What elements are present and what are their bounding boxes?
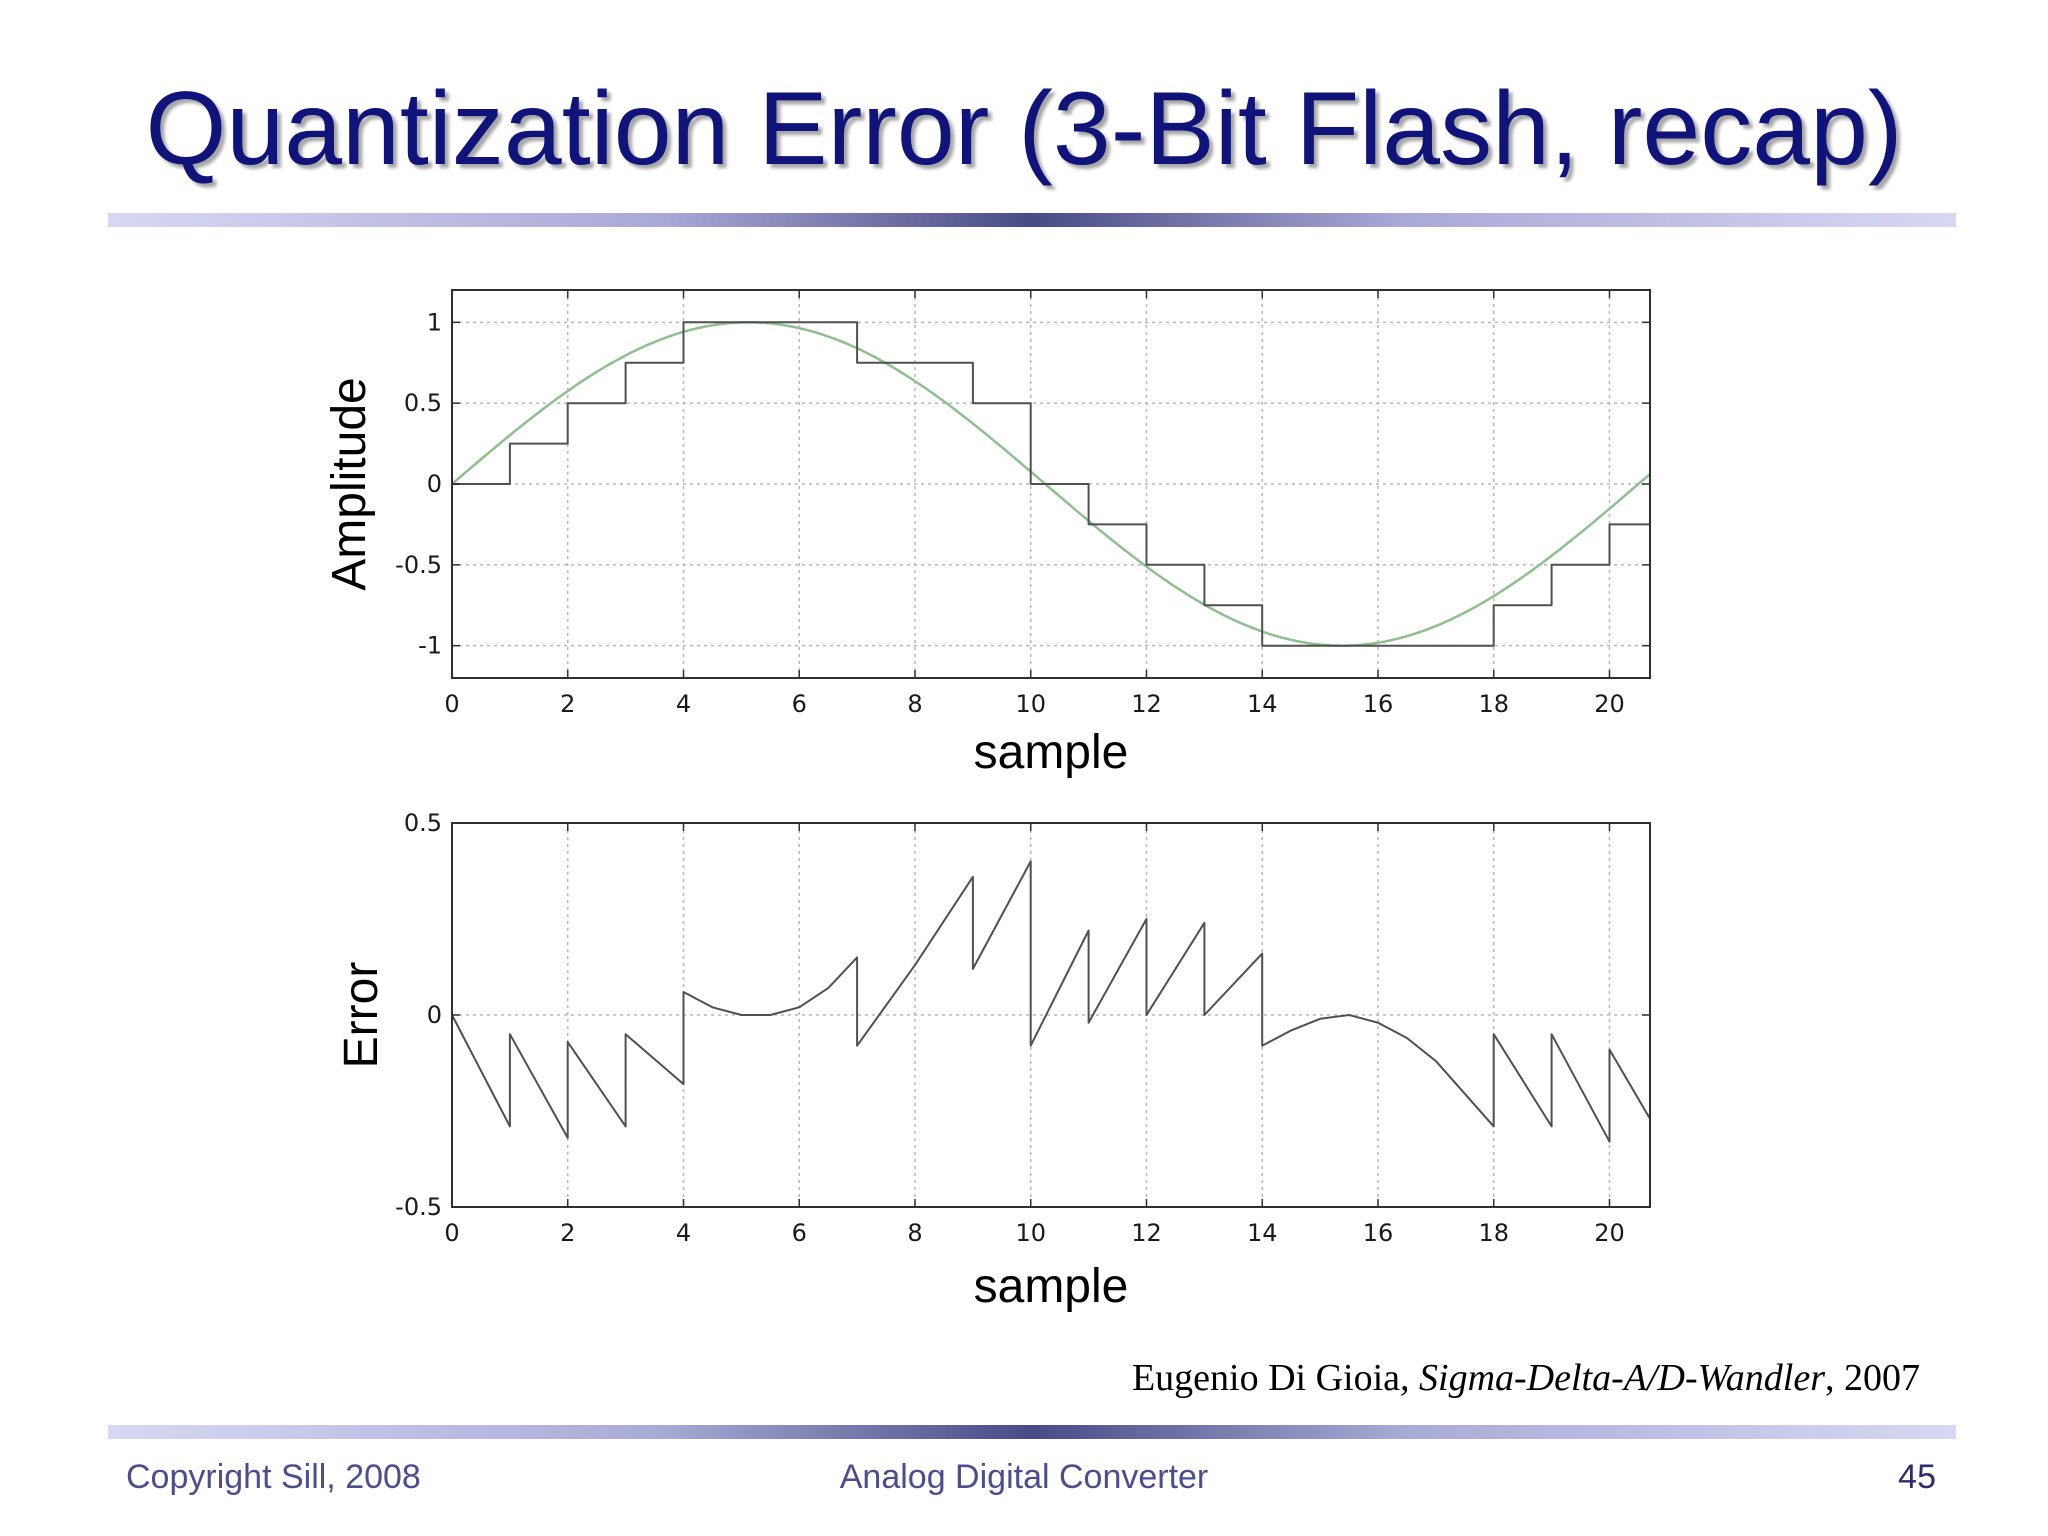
- y-tick-label: 1: [427, 308, 442, 336]
- y-tick-label: -0.5: [395, 1193, 442, 1221]
- citation: Eugenio Di Gioia, Sigma-Delta-A/D-Wandle…: [1132, 1356, 1920, 1400]
- footer-divider: [108, 1425, 1956, 1439]
- title-divider: [108, 213, 1956, 227]
- x-tick-label: 12: [1131, 1219, 1162, 1247]
- y-tick-label: 0.5: [404, 809, 442, 837]
- citation-year-sep: ,: [1825, 1357, 1844, 1399]
- x-tick-label: 16: [1363, 1219, 1394, 1247]
- plot-area: [452, 823, 1650, 1207]
- x-tick-label: 8: [907, 1219, 922, 1247]
- x-tick-label: 14: [1247, 1219, 1278, 1247]
- x-tick-label: 0: [444, 1219, 459, 1247]
- x-tick-label: 20: [1594, 690, 1625, 718]
- citation-work: Sigma-Delta-A/D-Wandler: [1419, 1357, 1825, 1399]
- citation-year: 2007: [1844, 1357, 1920, 1399]
- x-tick-label: 12: [1131, 690, 1162, 718]
- slide-title: Quantization Error (3-Bit Flash, recap): [145, 71, 1903, 187]
- quantized-series-line: [452, 321, 1650, 647]
- y-tick-label: -1: [418, 632, 442, 660]
- page-number: 45: [1898, 1458, 1936, 1496]
- x-tick-label: 20: [1594, 1219, 1625, 1247]
- x-tick-label: 6: [792, 690, 807, 718]
- x-tick-label: 10: [1015, 690, 1046, 718]
- y-tick-label: 0.5: [404, 389, 442, 417]
- y-tick-label: -0.5: [395, 551, 442, 579]
- x-tick-label: 18: [1478, 690, 1509, 718]
- x-tick-label: 2: [560, 1219, 575, 1247]
- x-tick-label: 6: [792, 1219, 807, 1247]
- y-tick-label: 0: [427, 470, 442, 498]
- amplitude-chart: 0 2 4 6 8 10 12 14 16 18 20 1 0.5 0 -0.5 -1 sample Amplit…: [323, 289, 1651, 779]
- y-tick-label: 0: [427, 1001, 442, 1029]
- error-series-line: [451, 860, 1651, 1143]
- x-tick-label: 18: [1478, 1219, 1509, 1247]
- x-tick-label: 0: [444, 690, 459, 718]
- x-tick-label: 10: [1015, 1219, 1046, 1247]
- x-axis-title: sample: [974, 726, 1129, 779]
- y-axis-title: Amplitude: [323, 377, 376, 590]
- citation-author: Eugenio Di Gioia: [1131, 1357, 1401, 1399]
- y-axis-title: Error: [335, 962, 388, 1069]
- sine-series-line: [451, 321, 1651, 647]
- x-tick-label: 4: [676, 1219, 691, 1247]
- footer-copyright: Copyright Sill, 2008: [126, 1458, 421, 1496]
- citation-sep: ,: [1400, 1357, 1420, 1399]
- x-tick-label: 16: [1363, 690, 1394, 718]
- x-tick-label: 4: [676, 690, 691, 718]
- footer-course-title: Analog Digital Converter: [839, 1458, 1209, 1496]
- x-tick-label: 14: [1247, 690, 1278, 718]
- x-tick-label: 2: [560, 690, 575, 718]
- x-tick-label: 8: [907, 690, 922, 718]
- x-axis-title: sample: [974, 1260, 1129, 1313]
